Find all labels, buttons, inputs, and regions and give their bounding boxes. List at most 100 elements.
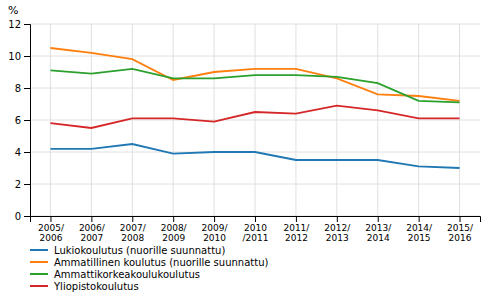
x-axis-line [31,217,481,223]
x-tick-label-line: 2010 [203,233,226,243]
y-tick-label: 0 [15,211,21,222]
legend-label: Yliopistokoulutus [53,281,139,292]
y-tick-label: 2 [15,179,21,190]
x-tick-label-line: 2007 [80,233,103,243]
x-tick-label-line: 2014 [367,233,390,243]
x-tick-label: 2006/2007 [79,223,106,243]
y-axis-label: % [8,4,18,17]
x-tick-mark [378,216,379,222]
x-tick-mark [460,216,461,222]
x-tick-label-line: 2008 [121,233,144,243]
y-tick-label: 10 [8,51,21,62]
x-grid-line [173,24,174,216]
x-tick-label-line: 2005/ [38,223,65,233]
x-axis: 2005/20062006/20072007/20082008/20092009… [31,216,481,243]
x-grid-line [418,24,419,216]
x-tick: 2011/2012 [283,216,310,243]
x-tick-label: 2009/2010 [202,223,229,243]
x-tick-mark [337,216,338,222]
series-line [50,69,459,103]
x-grid-line [295,24,296,216]
x-grid-line [132,24,133,216]
x-tick-label-line: 2010 [244,223,267,233]
x-tick: 2007/2008 [120,216,147,243]
plot-area: 0246810122005/20062006/20072007/20082008… [8,19,480,244]
x-tick-label-line: 2012/ [324,223,351,233]
x-tick-label: 2010/2011 [243,223,269,243]
x-tick-mark [91,216,92,222]
y-tick: 6 [15,115,30,126]
y-axis-line [24,25,31,217]
x-tick-label-line: 2015/ [447,223,474,233]
y-tick-mark [24,88,30,89]
x-tick-mark [214,216,215,222]
x-tick-label: 2005/2006 [38,223,65,243]
x-tick-label: 2008/2009 [161,223,188,243]
x-tick-label-line: 2009/ [202,223,229,233]
x-tick-mark [50,216,51,222]
y-tick-label: 12 [8,19,21,30]
legend-swatch [30,261,48,263]
series-line [50,144,459,168]
x-tick-label-line: 2013/ [365,223,392,233]
grid [30,24,480,216]
x-tick-label-line: 2013 [326,233,349,243]
x-tick: 2006/2007 [79,216,106,243]
x-tick-label-line: /2011 [243,233,269,243]
x-tick: 2008/2009 [161,216,188,243]
x-tick: 2013/2014 [365,216,392,243]
x-tick: 2009/2010 [202,216,229,243]
legend-swatch [30,285,48,287]
y-tick: 2 [15,179,30,190]
y-tick-label: 4 [15,147,21,158]
legend-swatch [30,249,48,251]
y-tick-label: 8 [15,83,21,94]
chart: 0246810122005/20062006/20072007/20082008… [0,0,492,302]
x-tick: 2012/2013 [324,216,351,243]
y-tick-mark [24,152,30,153]
y-tick: 4 [15,147,30,158]
x-tick-mark [132,216,133,222]
x-tick-label-line: 2006 [40,233,63,243]
x-tick-label: 2014/2015 [406,223,433,243]
x-tick-mark [296,216,297,222]
legend-label: Ammatillinen koulutus (nuorille suunnatt… [54,257,268,268]
x-tick: 2014/2015 [406,216,433,243]
x-tick: 2005/2006 [38,216,65,243]
x-tick-label-line: 2015 [408,233,431,243]
legend-swatch [30,273,48,275]
x-grid-line [214,24,215,216]
x-grid-line [377,24,378,216]
legend: Lukiokoulutus (nuorille suunnattu)Ammati… [30,245,268,292]
y-tick-mark [24,56,30,57]
x-tick-label: 2011/2012 [283,223,310,243]
y-axis: 0 2 4 6 8 10 12 [8,19,30,222]
legend-label: Ammattikorkeakoulukoulutus [54,269,200,280]
lines [50,48,459,168]
x-tick: 2015/2016 [447,216,474,243]
y-tick: 10 [8,51,30,62]
x-grid-line [336,24,337,216]
y-tick: 8 [15,83,30,94]
x-tick-label: 2007/2008 [120,223,147,243]
y-tick-mark [24,184,30,185]
x-tick-label-line: 2011/ [283,223,310,233]
y-tick-mark [24,216,30,217]
x-tick-mark [255,216,256,222]
y-tick-mark [24,24,30,25]
x-tick-label-line: 2008/ [161,223,188,233]
x-tick-label-line: 2012 [285,233,308,243]
x-tick-label: 2013/2014 [365,223,392,243]
x-grid-line [459,24,460,216]
y-tick: 0 [15,211,30,222]
x-tick-label-line: 2014/ [406,223,433,233]
x-tick-label-line: 2009 [162,233,185,243]
legend-item: Ammatillinen koulutus (nuorille suunnatt… [30,257,268,268]
y-tick-mark [24,120,30,121]
x-tick-mark [173,216,174,222]
x-tick-label-line: 2006/ [79,223,106,233]
x-grid-line [50,24,51,216]
legend-item: Lukiokoulutus (nuorille suunnattu) [30,245,225,256]
x-tick-label: 2012/2013 [324,223,351,243]
series-line [50,106,459,128]
